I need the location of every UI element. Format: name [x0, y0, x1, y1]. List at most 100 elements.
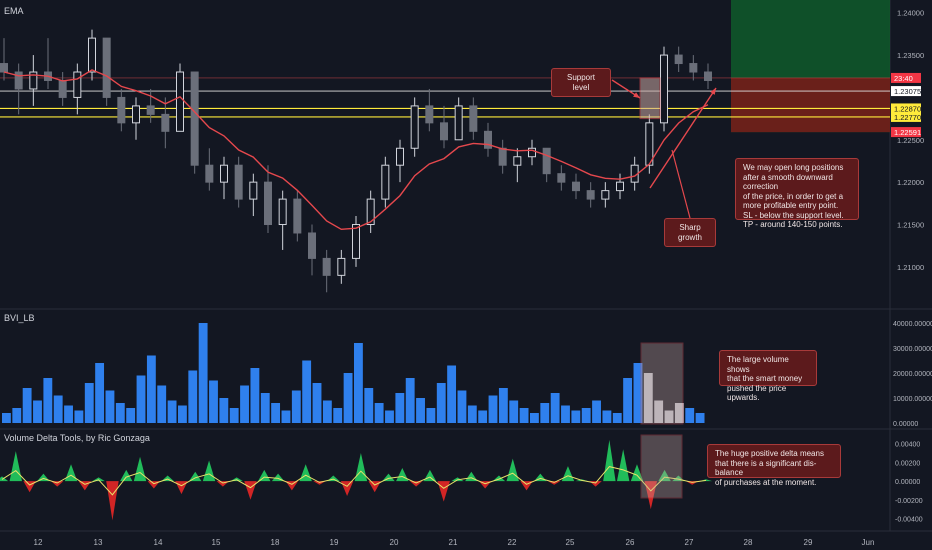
- volume-bar: [457, 390, 467, 423]
- candle-body: [0, 63, 8, 73]
- volume-tick-label: 10000.00000: [893, 396, 932, 403]
- delta-tick-label: -0.00400: [895, 517, 923, 524]
- time-tick-label: 21: [449, 538, 458, 547]
- price-tag: [891, 86, 921, 97]
- price-tick-label: 1.24000: [897, 9, 924, 18]
- candle-body: [308, 232, 316, 259]
- volume-bar: [416, 398, 425, 423]
- candle-body: [161, 113, 170, 132]
- time-tick-label: 28: [744, 538, 753, 547]
- candle-body: [366, 198, 375, 226]
- delta-area: [382, 473, 395, 482]
- volume-bar: [654, 400, 664, 423]
- volume-bar: [240, 385, 249, 423]
- volume-bar: [178, 405, 187, 423]
- candle-body: [513, 156, 522, 166]
- volume-bar: [115, 403, 125, 423]
- support-highlight-box: [639, 77, 661, 120]
- price-tag-label: 1.22770: [894, 113, 921, 122]
- volume-bar: [364, 388, 374, 423]
- candle-body: [601, 190, 610, 200]
- candle-body: [528, 147, 536, 158]
- volume-bar: [250, 368, 260, 423]
- price-tick-label: 1.23500: [897, 51, 924, 60]
- volume-bar: [354, 343, 363, 423]
- volume-bar: [43, 378, 53, 423]
- price-panel-title: EMA: [4, 6, 24, 16]
- price-tick-label: 1.21000: [897, 263, 924, 272]
- candle-body: [396, 147, 404, 166]
- price-tag: [891, 111, 921, 122]
- volume-bar: [2, 413, 11, 423]
- volume-bar: [95, 363, 105, 423]
- price-tag-label: 1.23075: [894, 87, 921, 96]
- time-tick-label: 26: [626, 538, 635, 547]
- volume-bar: [395, 393, 405, 423]
- price-tag-label: 23:40: [894, 74, 913, 83]
- volume-tick-label: 30000.00000: [893, 346, 932, 353]
- candle-body: [425, 105, 434, 124]
- candle-body: [73, 71, 82, 98]
- growth-arrow: [649, 87, 717, 189]
- price-tag: [891, 127, 921, 138]
- strategy-note-text: We may open long positions after a smoot…: [743, 163, 844, 229]
- delta-area: [340, 481, 354, 497]
- candle-body: [322, 257, 331, 276]
- time-tick-label: 27: [685, 538, 694, 547]
- volume-bar: [84, 383, 94, 423]
- candle-body: [58, 79, 67, 98]
- price-tag: [891, 72, 921, 83]
- support-arrow-head: [633, 92, 640, 98]
- volume-bar: [12, 408, 22, 423]
- candle-body: [557, 173, 566, 183]
- candle-body: [88, 37, 96, 73]
- time-tick-label: 14: [154, 538, 163, 547]
- candle-body: [102, 37, 111, 98]
- delta-area: [92, 477, 105, 482]
- candle-body: [689, 63, 698, 73]
- volume-bar: [260, 393, 270, 423]
- volume-bar: [281, 410, 291, 423]
- volume-bar: [498, 388, 508, 423]
- volume-bar: [530, 413, 539, 423]
- delta-area: [451, 477, 464, 482]
- delta-area: [409, 481, 423, 487]
- volume-bar: [74, 410, 84, 423]
- candle-body: [469, 105, 478, 132]
- volume-bar: [385, 410, 394, 423]
- candle-body: [264, 181, 272, 226]
- candle-body: [220, 164, 228, 183]
- candle-body: [645, 122, 654, 166]
- sharp-growth-callout: Sharp growth: [664, 218, 716, 247]
- price-tag-label: 1.22870: [894, 104, 921, 113]
- candle-body: [278, 198, 287, 226]
- candle-body: [440, 122, 448, 141]
- ema-line: [3, 69, 709, 231]
- volume-bar: [312, 383, 322, 423]
- volume-bar: [540, 403, 550, 423]
- time-tick-label: 15: [212, 538, 221, 547]
- volume-bar: [509, 400, 519, 423]
- candle-body: [586, 190, 595, 200]
- price-tick-label: 1.21500: [897, 221, 924, 230]
- volume-bar: [488, 395, 498, 423]
- candle-body: [117, 96, 126, 124]
- volume-tick-label: 40000.00000: [893, 321, 932, 328]
- volume-bar: [633, 363, 643, 423]
- volume-bar: [333, 408, 343, 423]
- volume-bar: [271, 403, 281, 423]
- time-tick-label: 12: [34, 538, 43, 547]
- growth-arrow-head: [710, 88, 716, 95]
- delta-area: [189, 471, 202, 482]
- candle-body: [572, 181, 580, 192]
- candle-body: [410, 105, 419, 149]
- volume-bar: [571, 410, 581, 423]
- price-tick-label: 1.22000: [897, 178, 924, 187]
- time-tick-label: 13: [94, 538, 103, 547]
- volume-bar: [426, 408, 436, 423]
- time-tick-label: 18: [271, 538, 280, 547]
- stop-loss-zone: [731, 77, 890, 133]
- delta-area: [120, 469, 133, 482]
- delta-highlight-box: [640, 434, 683, 499]
